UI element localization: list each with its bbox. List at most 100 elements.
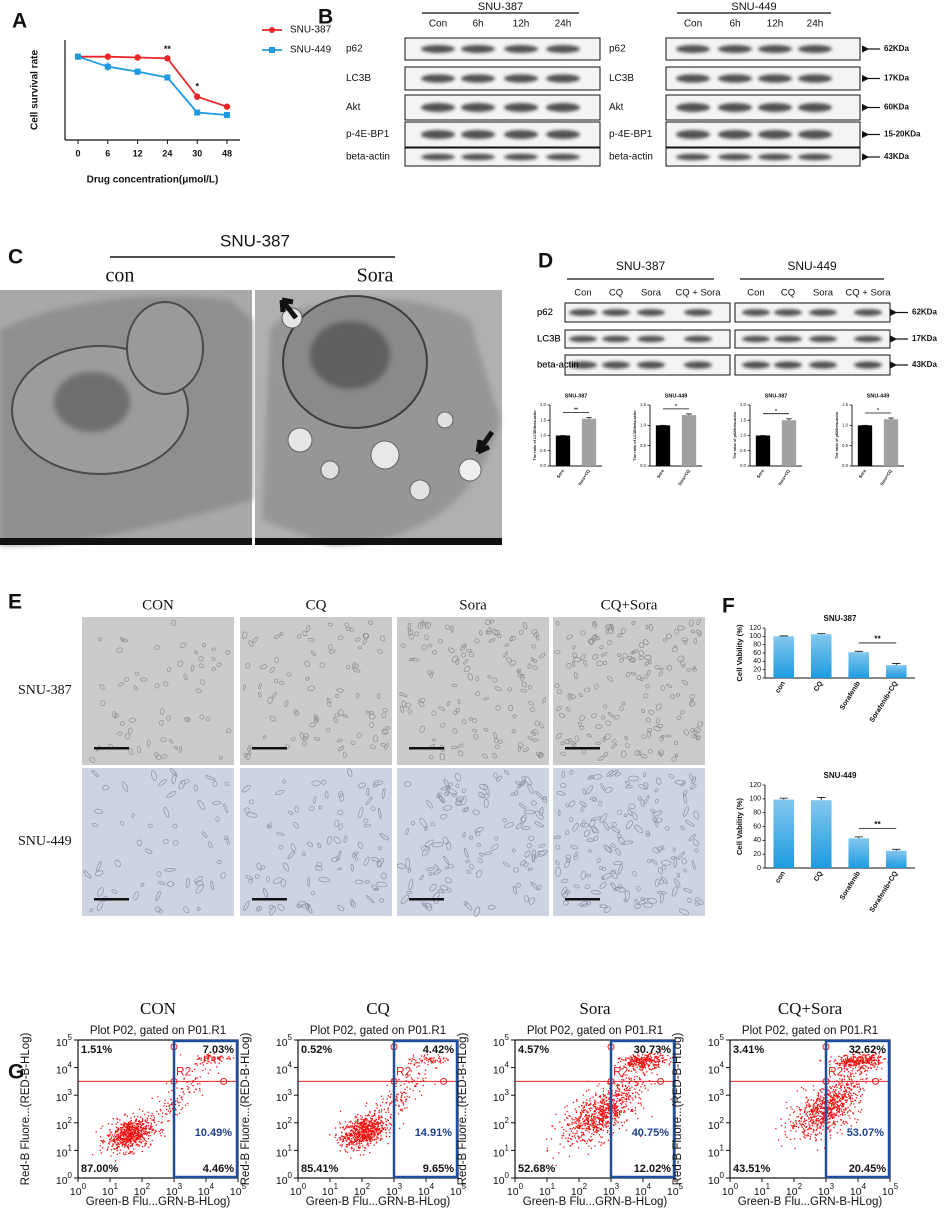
event-dot <box>387 1111 390 1113</box>
event-dot <box>827 1118 829 1120</box>
event-dot <box>636 1058 638 1060</box>
event-dot <box>108 1134 111 1137</box>
cell <box>274 657 279 664</box>
event-dot <box>811 1109 813 1111</box>
event-dot <box>845 1121 847 1123</box>
event-dot <box>339 1136 341 1139</box>
event-dot <box>815 1111 817 1114</box>
event-dot <box>583 1101 585 1103</box>
cell <box>516 822 523 830</box>
event-dot <box>850 1110 852 1112</box>
cell <box>328 643 333 651</box>
event-dot <box>100 1139 102 1142</box>
event-dot <box>377 1137 379 1139</box>
event-dot <box>100 1127 102 1129</box>
event-dot <box>631 1063 634 1065</box>
tick-base: 10 <box>56 1037 68 1049</box>
event-dot <box>406 1095 408 1098</box>
cell <box>682 790 688 796</box>
event-dot <box>591 1113 593 1115</box>
event-dot <box>656 1056 658 1058</box>
event-dot <box>146 1119 149 1121</box>
event-dot <box>372 1131 375 1133</box>
event-dot <box>366 1144 368 1146</box>
cell <box>284 700 289 708</box>
event-dot <box>589 1139 591 1142</box>
event-dot <box>194 1063 196 1065</box>
quadrant-percent: 85.41% <box>301 1163 339 1175</box>
event-dot <box>374 1114 376 1117</box>
event-dot <box>420 1094 423 1097</box>
event-dot <box>821 1105 823 1107</box>
event-dot <box>635 1058 637 1060</box>
event-dot <box>602 1116 605 1119</box>
scale-bar <box>565 747 600 750</box>
event-dot <box>417 1072 420 1074</box>
event-dot <box>374 1128 376 1131</box>
event-dot <box>646 1063 648 1065</box>
event-dot <box>188 1091 191 1094</box>
event-dot <box>812 1105 814 1107</box>
event-dot <box>358 1142 360 1144</box>
event-dot <box>361 1122 363 1124</box>
event-dot <box>616 1090 618 1092</box>
event-dot <box>602 1126 605 1128</box>
plot-heading: Sora <box>579 999 611 1018</box>
tick-base: 10 <box>276 1037 288 1049</box>
event-dot <box>841 1103 844 1106</box>
cell <box>457 750 464 757</box>
cell <box>463 847 469 859</box>
event-dot <box>345 1132 348 1135</box>
event-dot <box>144 1145 146 1147</box>
event-dot <box>808 1128 810 1130</box>
event-dot <box>785 1101 788 1104</box>
event-dot <box>617 1084 620 1087</box>
cell <box>166 715 171 721</box>
cell <box>483 697 489 701</box>
event-dot <box>360 1140 363 1142</box>
cell <box>382 707 388 713</box>
event-dot <box>830 1109 833 1112</box>
cell <box>432 842 444 848</box>
event-dot <box>359 1144 361 1146</box>
event-dot <box>615 1090 617 1092</box>
event-dot <box>852 1113 855 1115</box>
event-dot <box>559 1121 561 1123</box>
event-dot <box>614 1113 616 1115</box>
event-dot <box>651 1061 653 1063</box>
event-dot <box>648 1053 651 1055</box>
event-dot <box>796 1105 798 1108</box>
event-dot <box>633 1059 635 1062</box>
x-tick-label: 104 <box>635 1182 652 1198</box>
event-dot <box>164 1099 166 1101</box>
event-dot <box>139 1141 141 1143</box>
event-dot <box>218 1062 220 1064</box>
event-dot <box>115 1123 117 1125</box>
event-dot <box>340 1131 343 1133</box>
cell <box>574 735 580 742</box>
x-tick-label: Sora+CQ <box>777 468 791 487</box>
event-dot <box>125 1153 127 1156</box>
event-dot <box>593 1122 595 1124</box>
event-dot <box>591 1122 593 1124</box>
event-dot <box>357 1123 359 1125</box>
cell <box>303 733 309 739</box>
tem-image <box>255 290 502 545</box>
event-dot <box>406 1073 409 1075</box>
event-dot <box>644 1087 646 1089</box>
event-dot <box>626 1093 628 1095</box>
x-tick-label: Sorafenib+CQ <box>869 680 900 724</box>
cell <box>693 730 699 735</box>
event-dot <box>817 1114 819 1117</box>
cell <box>557 809 561 817</box>
event-dot <box>865 1082 867 1084</box>
event-dot <box>615 1110 617 1112</box>
event-dot <box>359 1140 362 1143</box>
event-dot <box>137 1134 139 1136</box>
event-dot <box>122 1124 125 1127</box>
cell <box>338 823 343 830</box>
cell <box>590 889 601 895</box>
event-dot <box>631 1058 633 1060</box>
event-dot <box>834 1114 836 1117</box>
cell <box>595 724 603 729</box>
